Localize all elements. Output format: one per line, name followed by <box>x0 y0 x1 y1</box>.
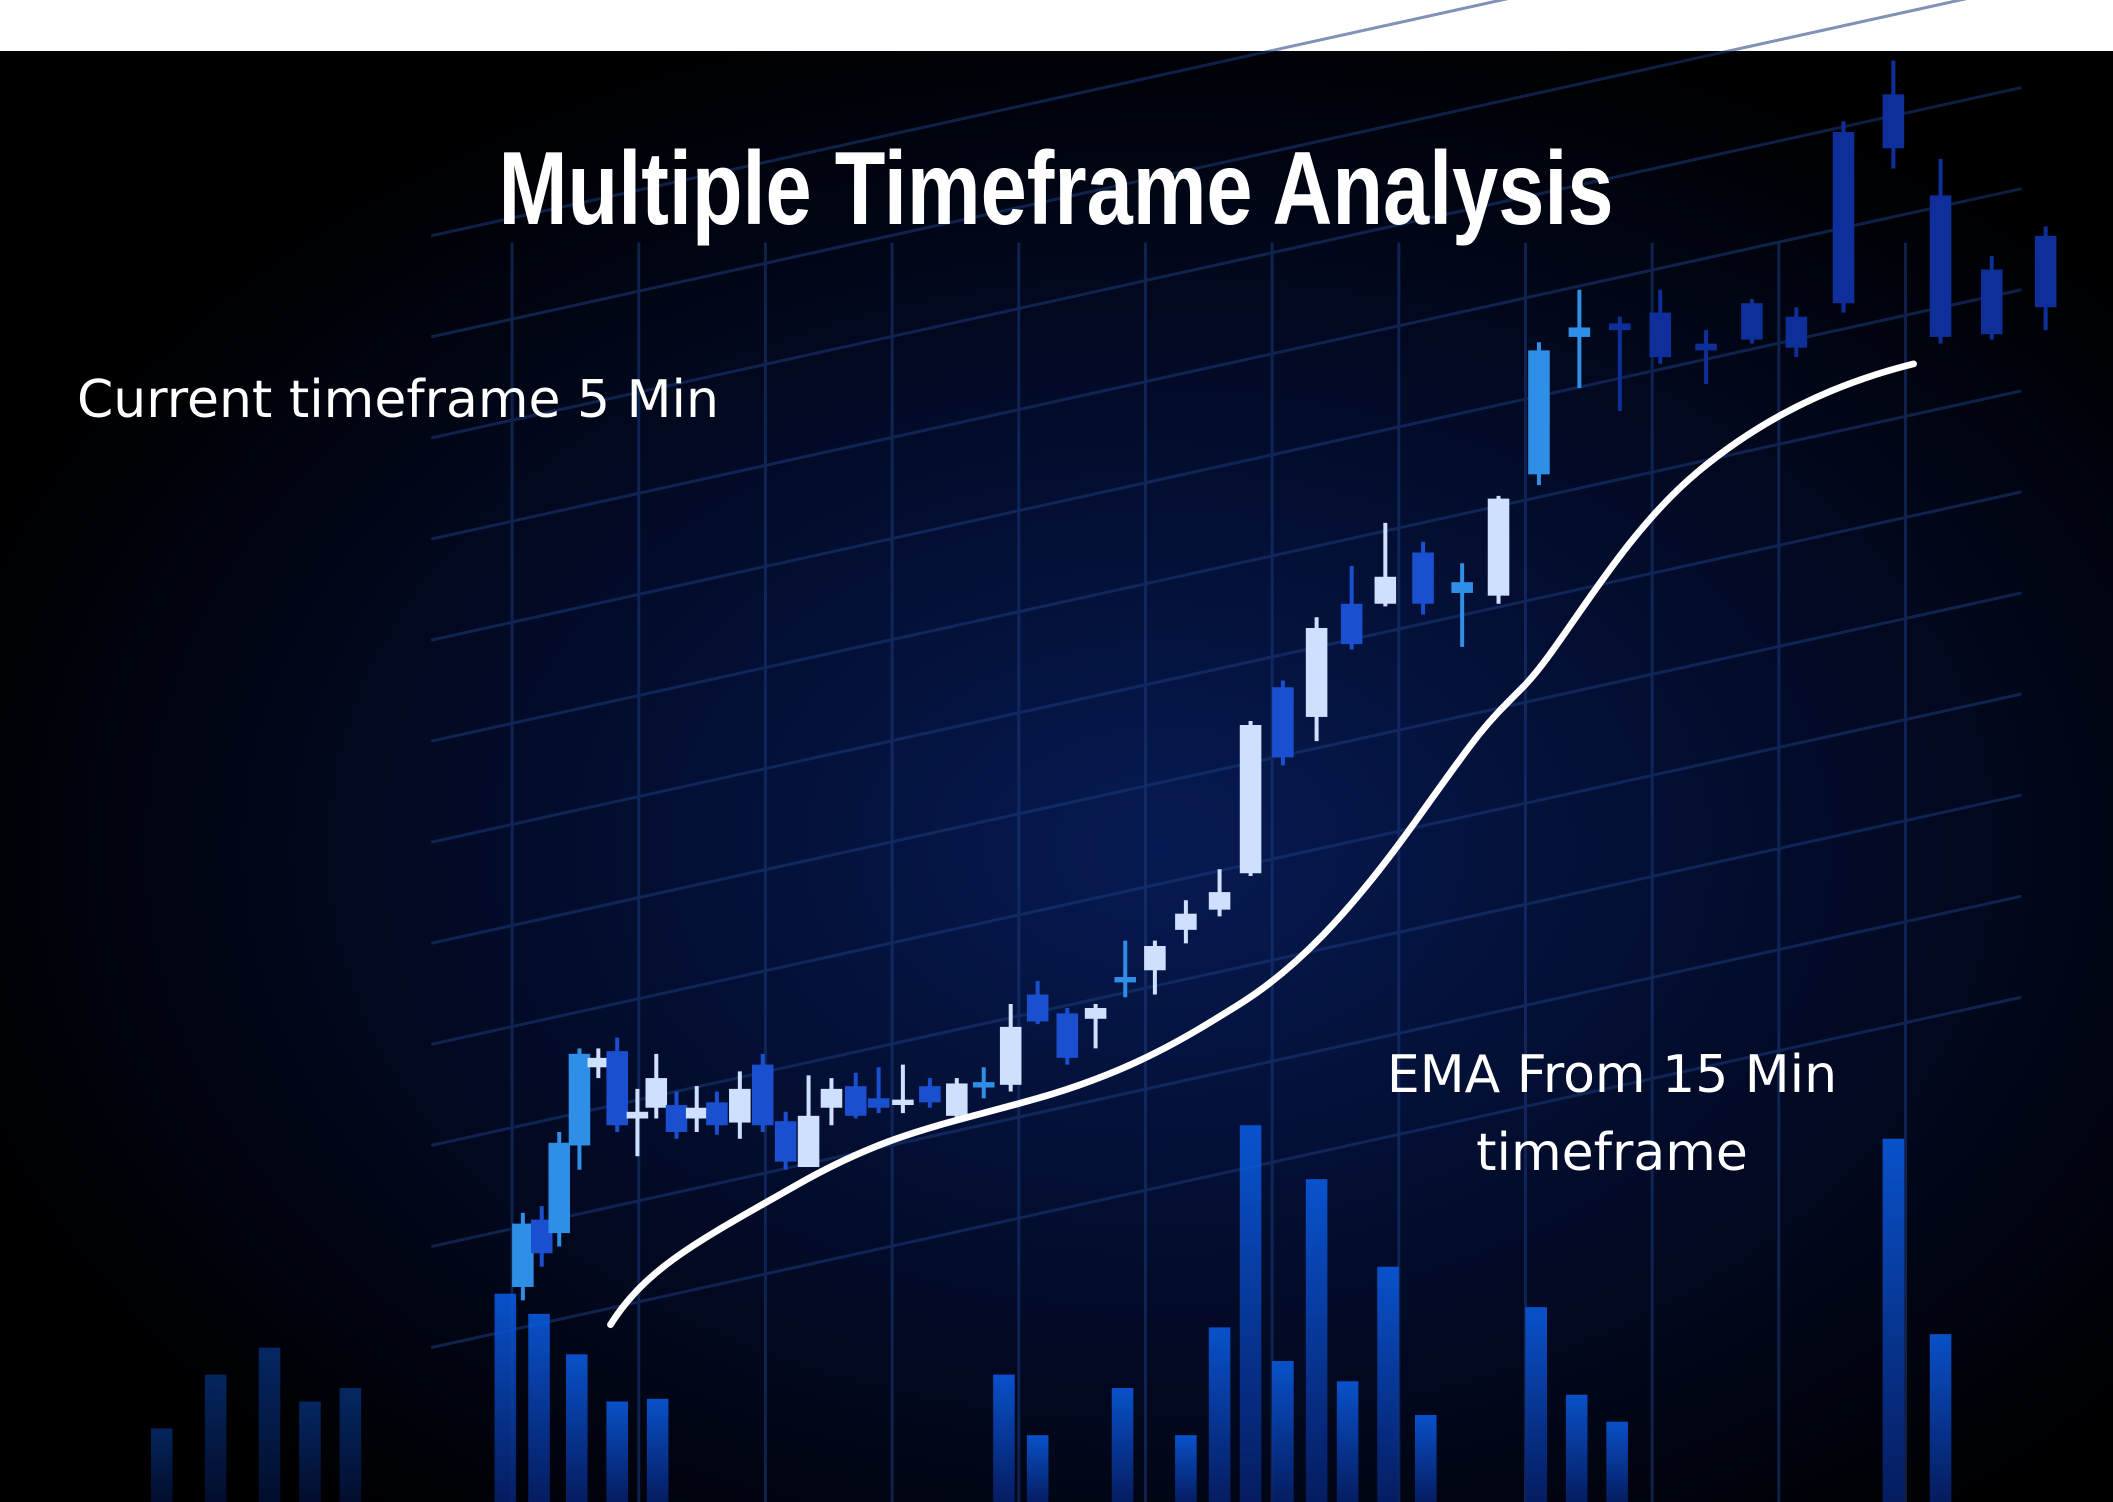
candle-body <box>1026 994 1049 1022</box>
volume-bar <box>528 1313 550 1502</box>
candle-body <box>512 1223 534 1287</box>
candle-body <box>1609 323 1631 331</box>
candle-body <box>645 1078 668 1108</box>
volume-bar <box>1414 1414 1437 1502</box>
annotation: Current timeframe 5 Min <box>77 370 719 430</box>
volume-bar <box>1305 1179 1328 1502</box>
background <box>0 51 2113 1502</box>
candle-body <box>1785 316 1808 348</box>
annotation: timeframe <box>1476 1123 1748 1183</box>
volume-bar <box>494 1293 517 1502</box>
candle-body <box>1272 687 1294 758</box>
volume-bar <box>1026 1435 1049 1502</box>
volume-bar <box>1882 1138 1905 1502</box>
volume-bar <box>1336 1381 1359 1502</box>
candle-body <box>1882 94 1905 149</box>
volume-bar <box>646 1398 669 1502</box>
candle-body <box>1239 725 1262 874</box>
volume-bar <box>606 1401 628 1502</box>
candle-body <box>548 1142 571 1234</box>
volume-bar <box>565 1354 588 1502</box>
candle-body <box>568 1053 591 1146</box>
volume-bar <box>1565 1394 1588 1502</box>
grid-line <box>430 86 2022 440</box>
grid-line <box>430 187 2022 541</box>
volume-bar <box>1606 1421 1628 1502</box>
title: Multiple Timeframe Analysis <box>499 131 1614 247</box>
candle-body <box>1144 946 1166 971</box>
candle-body <box>1374 576 1397 604</box>
candle-body <box>946 1083 968 1116</box>
grid-line <box>430 389 2022 743</box>
volume-bar <box>993 1374 1015 1502</box>
candle-body <box>1412 552 1434 604</box>
volume-bar <box>1208 1327 1231 1502</box>
candle-body <box>1649 312 1672 358</box>
candle-body <box>972 1082 995 1088</box>
volume-bar <box>1175 1435 1197 1502</box>
candle-body <box>1175 913 1197 930</box>
candle-body <box>626 1111 649 1119</box>
candle-body <box>685 1107 708 1119</box>
candle-body <box>999 1026 1022 1085</box>
candle-body <box>1980 269 2003 335</box>
candle-body <box>1568 327 1591 337</box>
volume-bar <box>1111 1388 1134 1502</box>
candle-body <box>1056 1013 1079 1058</box>
volume-bar <box>1525 1307 1548 1502</box>
candle-body <box>844 1086 867 1116</box>
candle-body <box>729 1088 751 1123</box>
volume-bar <box>204 1374 227 1502</box>
candle-body <box>919 1086 941 1103</box>
volume-bar <box>150 1428 173 1502</box>
volume-bar <box>1929 1334 1952 1502</box>
grid-line <box>430 288 2022 642</box>
volume-bar <box>1239 1125 1262 1502</box>
ema-line <box>607 360 1917 1329</box>
grid-line <box>430 591 2022 945</box>
grid-line <box>430 0 1509 238</box>
grid-line <box>430 692 2022 1046</box>
volume-bar <box>299 1401 321 1502</box>
candle-body <box>2034 235 2057 308</box>
volume-bars <box>150 1125 1952 1502</box>
candle-body <box>797 1115 820 1168</box>
annotation: EMA From 15 Min <box>1387 1045 1837 1105</box>
candle-body <box>1832 132 1855 304</box>
grid-line <box>430 894 2022 1248</box>
candle-body <box>1487 498 1510 596</box>
candle-body <box>706 1102 728 1126</box>
top-band <box>0 0 2113 51</box>
candle-body <box>1114 977 1137 983</box>
candle-body <box>665 1105 688 1132</box>
candle-body <box>774 1121 797 1162</box>
candle-body <box>606 1051 628 1126</box>
grid-line <box>430 490 2022 844</box>
candle-body <box>820 1088 843 1108</box>
candle-body <box>1340 603 1363 645</box>
candle-body <box>1695 343 1717 351</box>
volume-bar <box>339 1388 362 1502</box>
candle-body <box>751 1064 774 1126</box>
candle-body <box>1451 582 1473 593</box>
candle-body <box>1208 892 1231 910</box>
candle-body <box>1528 350 1550 475</box>
candle-body <box>867 1098 890 1108</box>
grid-line <box>430 995 2022 1350</box>
candle-body <box>1929 195 1952 337</box>
grid-line <box>430 0 1968 339</box>
candle-body <box>1084 1008 1107 1019</box>
candle-body <box>892 1099 914 1106</box>
candle-body <box>530 1219 553 1254</box>
candle-body <box>587 1057 610 1068</box>
candle-body <box>1741 303 1763 340</box>
candle-body <box>1305 627 1328 717</box>
volume-bar <box>258 1347 281 1502</box>
volume-bar <box>1377 1266 1399 1502</box>
volume-bar <box>1272 1361 1294 1502</box>
candles <box>512 60 2057 1301</box>
grid <box>430 0 2022 1502</box>
